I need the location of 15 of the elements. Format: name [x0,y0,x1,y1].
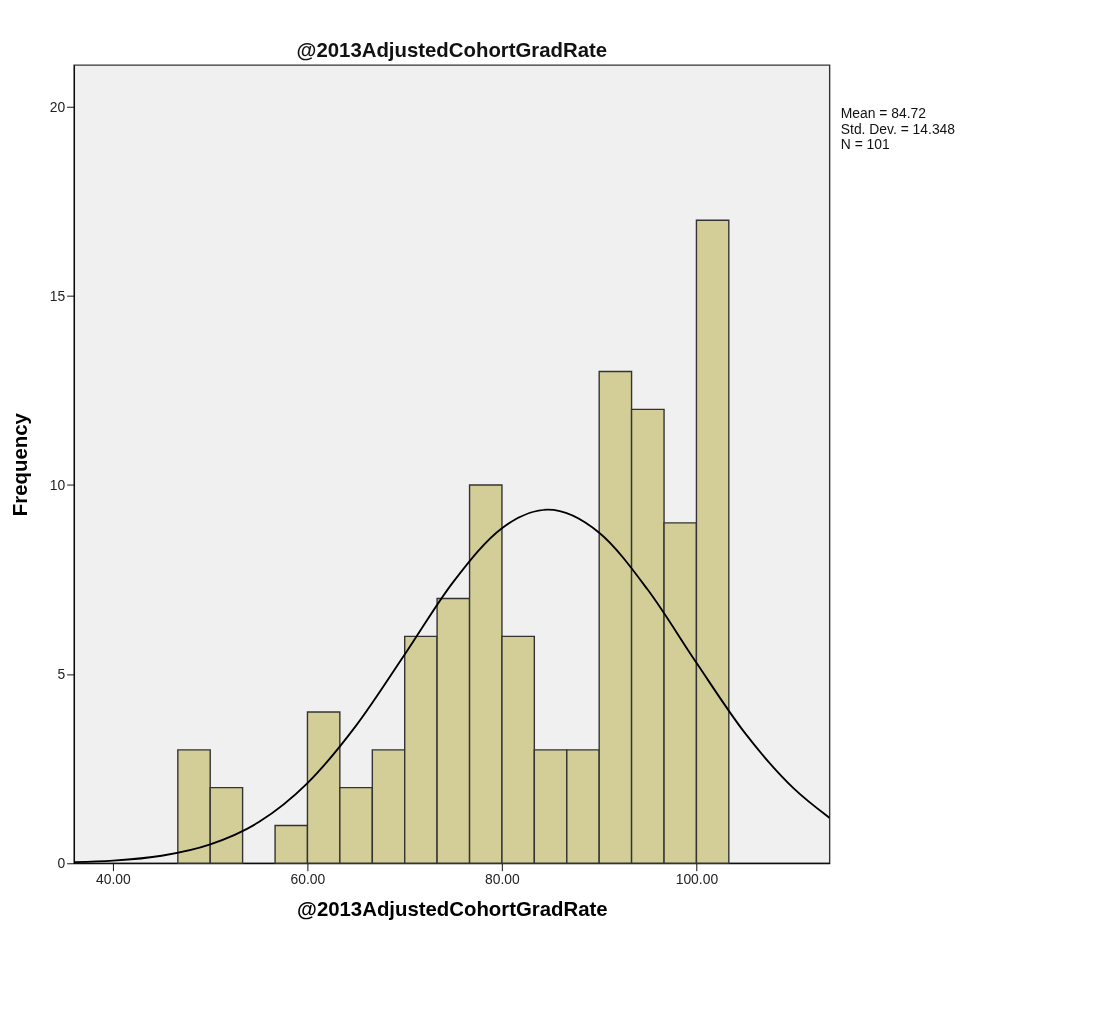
y-tick-label: 20 [49,98,66,115]
y-tick-label: 5 [57,666,66,683]
y-tick-label: 15 [49,287,66,304]
x-tick-label: 60.00 [290,871,326,888]
y-axis-title: Frequency [8,412,31,517]
text: Mean = 84.72 [840,104,927,121]
x-tick-label: 40.00 [96,871,132,888]
y-tick-label: 10 [49,477,66,494]
y-tick-label: 0 [57,855,66,872]
text: N = 101 [840,136,891,153]
text: Std. Dev. = 14.348 [840,120,956,137]
x-tick-label: 100.00 [675,871,719,888]
chart-title: @2013AdjustedCohortGradRate [296,38,608,61]
x-tick-label: 80.00 [485,871,521,888]
x-axis-title: @2013AdjustedCohortGradRate [297,897,608,920]
